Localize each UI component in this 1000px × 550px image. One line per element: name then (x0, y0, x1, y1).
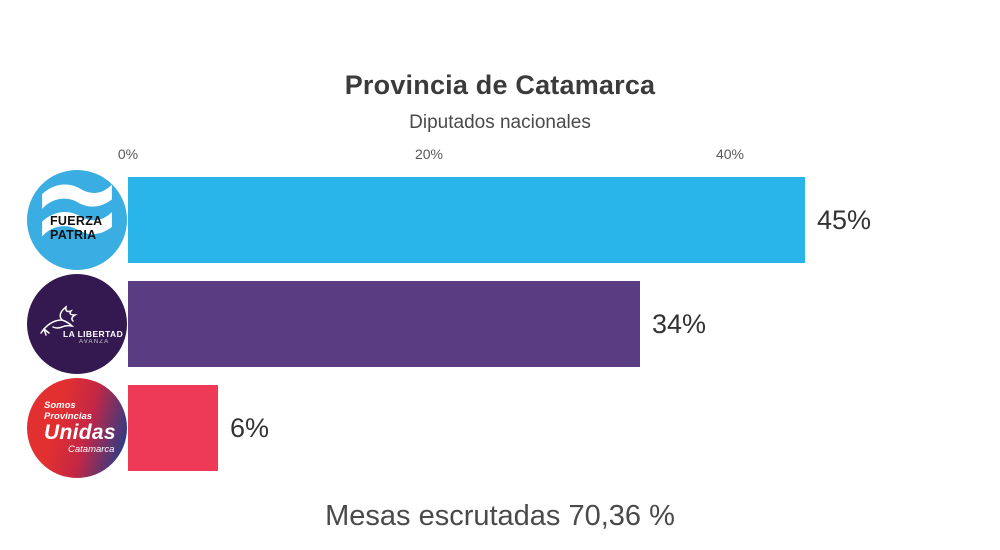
x-axis-tick-0: 0% (117, 146, 139, 162)
bar-row-somos-provincias-unidas: 6% (128, 385, 269, 471)
somos-provincias-unidas-logo: Somos Provincias Unidas Catamarca (27, 378, 127, 478)
x-axis-tick-20: 20% (414, 146, 444, 162)
la-libertad-avanza-logo: LA LIBERTAD AVANZA (27, 274, 127, 374)
somos-provincias-unidas-logo-text: Somos Provincias Unidas Catamarca (44, 400, 116, 455)
value-label-fuerza-patria: 45% (817, 204, 872, 235)
bar-row-la-libertad-avanza: 34% (128, 281, 706, 367)
la-libertad-avanza-logo-text: LA LIBERTAD AVANZA (63, 329, 124, 345)
chart-title: Provincia de Catamarca (344, 70, 656, 100)
bar-row-fuerza-patria: 45% (128, 177, 871, 263)
eagle-icon (40, 305, 78, 336)
scrutiny-progress-note: Mesas escrutadas 70,36 % (325, 500, 675, 532)
value-label-somos-provincias-unidas: 6% (230, 412, 270, 443)
chart-subtitle: Diputados nacionales (409, 112, 591, 133)
bar-fuerza-patria (128, 177, 805, 263)
waving-flag-icon (42, 184, 112, 237)
bar-la-libertad-avanza (128, 281, 640, 367)
fuerza-patria-logo: FUERZA PATRIA (27, 170, 127, 270)
fuerza-patria-logo-text: FUERZA PATRIA (50, 214, 103, 242)
value-label-la-libertad-avanza: 34% (652, 308, 707, 339)
bar-somos-provincias-unidas (128, 385, 218, 471)
x-axis-tick-40: 40% (715, 146, 745, 162)
